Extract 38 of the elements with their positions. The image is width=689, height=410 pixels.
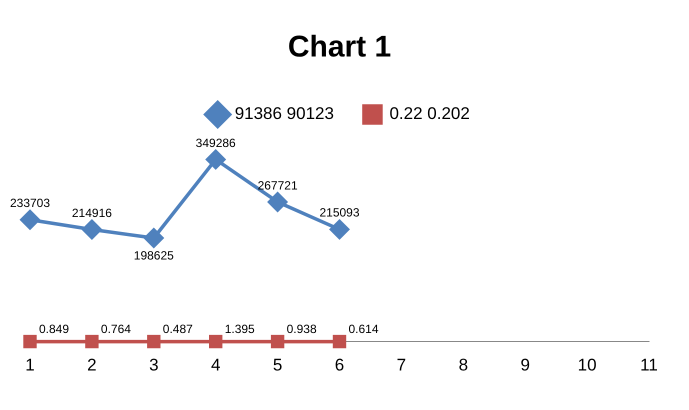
x-tick-label: 2	[87, 355, 97, 374]
x-tick-label: 7	[396, 355, 406, 374]
point	[85, 334, 99, 348]
data-label: 267721	[258, 178, 298, 192]
legend-label: 91386 90123	[234, 104, 334, 124]
data-label: 349286	[196, 136, 236, 150]
legend-label: 0.22 0.202	[389, 104, 470, 124]
point	[268, 192, 288, 212]
data-label: 198625	[134, 248, 174, 262]
x-tick-label: 4	[210, 355, 220, 374]
data-label: 1.395	[224, 322, 256, 336]
x-tick-label: 10	[578, 355, 597, 374]
data-label: 0.487	[162, 322, 194, 336]
x-tick-label: 6	[334, 355, 344, 374]
x-tick-label: 3	[149, 355, 159, 374]
data-label: 0.764	[100, 322, 132, 336]
point	[332, 334, 346, 348]
chart-title: Chart 1	[288, 30, 392, 64]
x-tick-label: 5	[272, 355, 282, 374]
point	[209, 334, 222, 348]
point	[20, 210, 40, 230]
x-tick-label: 9	[520, 355, 530, 374]
data-label: 0.938	[286, 322, 317, 336]
data-label: 0.614	[348, 322, 379, 336]
data-label: 0.849	[39, 322, 70, 336]
x-tick-label: 8	[458, 355, 468, 374]
data-label: 233703	[10, 196, 50, 210]
point	[23, 334, 37, 348]
point	[206, 150, 226, 170]
point	[82, 220, 102, 240]
point	[330, 220, 350, 240]
point	[147, 334, 160, 348]
point	[270, 334, 284, 348]
x-tick-label: 11	[640, 355, 658, 374]
data-label: 215093	[319, 206, 360, 220]
x-tick-label: 1	[25, 355, 35, 374]
data-label: 214916	[72, 206, 112, 220]
point	[144, 228, 164, 248]
